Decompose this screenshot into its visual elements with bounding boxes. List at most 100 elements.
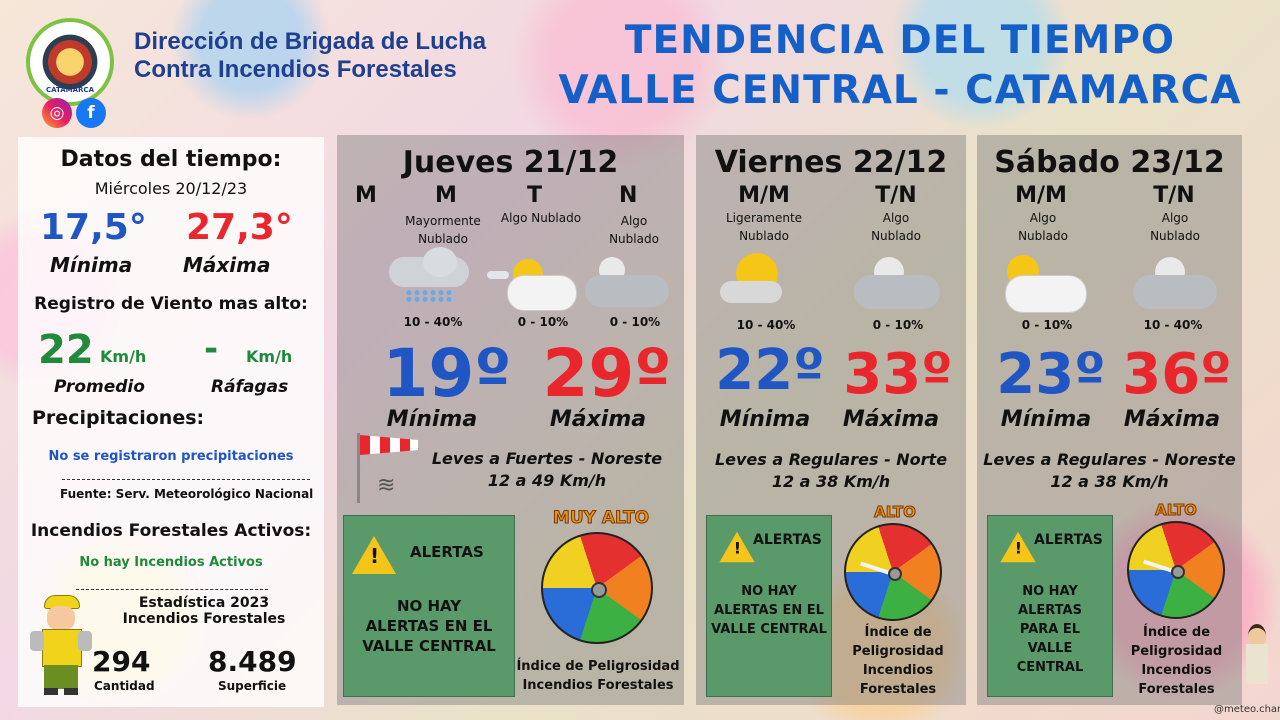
sky-description: Algo Nublado [1018, 211, 1068, 243]
wind-avg-label: Promedio [54, 377, 145, 397]
precip-prob: 0 - 10% [517, 315, 569, 329]
gauge-hub [591, 582, 607, 598]
brigade-logo: CATAMARCA [26, 18, 114, 106]
instagram-icon[interactable]: ◎ [42, 98, 72, 128]
index-line: Peligrosidad [1130, 644, 1223, 659]
fire-count-value: 294 [92, 645, 151, 678]
windsock-icon: ≋ [355, 431, 427, 505]
wind-forecast: Leves a Regulares - Noreste 12 a 38 Km/h [977, 449, 1242, 493]
max-temp-label: Máxima [549, 407, 647, 432]
precip-prob: 10 - 40% [403, 315, 463, 329]
max-temp-label: Máxima [1123, 407, 1221, 432]
weather-date: Miércoles 20/12/23 [94, 179, 248, 198]
divider [62, 479, 310, 480]
min-temp-value: 17,5° [40, 207, 147, 248]
stats-title-line1: Estadística 2023 [138, 595, 270, 611]
max-temp-label: Máxima [842, 407, 940, 432]
page-title: TENDENCIA DEL TIEMPO VALLE CENTRAL - CAT… [540, 16, 1260, 116]
index-line: Índice de [864, 625, 932, 640]
title-line2: VALLE CENTRAL - CATAMARCA [558, 68, 1242, 113]
warning-icon: ! [352, 536, 396, 574]
partly-cloudy-day-icon [487, 253, 577, 311]
gauge-hub [888, 567, 902, 581]
wind-forecast: Leves a Regulares - Norte 12 a 38 Km/h [696, 449, 966, 493]
fire-danger-gauge [1127, 521, 1225, 619]
wind-avg-value: 22 [38, 327, 94, 373]
partly-cloudy-night-icon [585, 253, 671, 311]
logo-text: CATAMARCA [46, 86, 94, 94]
slot-label: M [435, 183, 457, 208]
danger-level: ALTO [1155, 501, 1198, 520]
organization-name: Dirección de Brigada de Lucha Contra Inc… [134, 28, 486, 84]
alert-text: NO HAY ALERTAS PARA EL VALLE CENTRAL [1016, 584, 1084, 675]
alert-title: ALERTAS [753, 532, 822, 548]
forecast-panel-saturday: Sábado 23/12 M/M T/N Algo Nublado Algo N… [977, 135, 1242, 705]
warning-icon: ! [719, 531, 755, 563]
alert-text: NO HAY ALERTAS EN EL VALLE CENTRAL [362, 597, 496, 655]
max-temp: 36º [1122, 342, 1232, 407]
title-line1: TENDENCIA DEL TIEMPO [624, 18, 1176, 63]
slot-label: T [527, 183, 543, 208]
min-temp-label: Mínima [719, 407, 811, 432]
slot-label: T/N [1153, 183, 1195, 208]
precip-prob: 0 - 10% [1021, 318, 1073, 332]
min-temp: 22º [715, 338, 825, 403]
forecast-panel-thursday: Jueves 21/12 M M T N Mayormente Nublado … [337, 135, 684, 705]
danger-index-label: Índice de Peligrosidad Incendios Foresta… [1111, 623, 1242, 699]
index-line: Índice de Peligrosidad [516, 659, 680, 674]
sky-description: Algo Nublado [871, 211, 921, 243]
slot-label: M/M [1015, 183, 1067, 208]
wind-description: Leves a Fuertes - Noreste [431, 449, 663, 468]
sky-description: Algo Nublado [609, 214, 659, 246]
max-temp-value: 27,3° [186, 207, 293, 248]
precip-prob: 0 - 10% [609, 315, 661, 329]
index-line: Incendios [862, 663, 934, 678]
gauge-hub [1171, 565, 1185, 579]
fire-area-value: 8.489 [208, 645, 297, 678]
precip-prob: 10 - 40% [736, 318, 796, 332]
wind-speed: 12 a 38 Km/h [771, 472, 891, 491]
gust-label: Ráfagas [211, 377, 289, 397]
precip-heading: Precipitaciones: [32, 407, 205, 429]
facebook-icon[interactable]: f [76, 98, 106, 128]
alert-text: NO HAY ALERTAS EN EL VALLE CENTRAL [711, 584, 827, 637]
day-title: Viernes 22/12 [714, 145, 948, 180]
min-temp-label: Mínima [1000, 407, 1092, 432]
partly-cloudy-day-icon [720, 253, 810, 313]
alert-box: ! ALERTAS NO HAY ALERTAS EN EL VALLE CEN… [343, 515, 515, 697]
danger-level: ALTO [874, 503, 917, 522]
partly-cloudy-night-icon [852, 253, 942, 311]
precip-prob: 0 - 10% [872, 318, 924, 332]
index-line: Forestales [1138, 682, 1215, 697]
wind-description: Leves a Regulares - Noreste [983, 450, 1236, 469]
sky-description: Algo Nublado [1150, 211, 1200, 243]
min-temp: 19º [382, 335, 512, 412]
index-line: Incendios [1141, 663, 1212, 678]
author-avatar [1244, 624, 1270, 700]
gust-value: - [204, 329, 219, 369]
current-weather-panel: Datos del tiempo: Miércoles 20/12/23 17,… [18, 137, 324, 707]
wind-description: Leves a Regulares - Norte [714, 450, 948, 469]
precip-text: No se registraron precipitaciones [48, 449, 294, 464]
slot-label: N [619, 183, 638, 208]
source-text: Fuente: Serv. Meteorológico Nacional [60, 487, 314, 501]
danger-index-label: Índice de Peligrosidad Incendios Foresta… [830, 623, 966, 699]
slot-label: M/M [738, 183, 790, 208]
logo-emblem [38, 30, 102, 94]
danger-level: MUY ALTO [552, 508, 650, 529]
day-title: Jueves 21/12 [402, 145, 619, 180]
wind-record-heading: Registro de Viento mas alto: [34, 294, 308, 314]
min-temp: 23º [996, 342, 1106, 407]
stats-title-line2: Incendios Forestales [122, 611, 286, 627]
firefighter-mascot [30, 595, 92, 695]
min-temp-label: Mínima [50, 253, 133, 277]
min-temp-label: Mínima [386, 407, 478, 432]
wind-icon: ≋ [377, 473, 396, 498]
index-line: Peligrosidad [852, 644, 944, 659]
partly-cloudy-day-icon [999, 253, 1087, 315]
weather-data-heading: Datos del tiempo: [60, 147, 282, 172]
fire-danger-gauge [541, 532, 653, 644]
day-title: Sábado 23/12 [994, 145, 1225, 180]
fire-danger-gauge [844, 523, 942, 621]
max-temp: 29º [542, 335, 672, 412]
